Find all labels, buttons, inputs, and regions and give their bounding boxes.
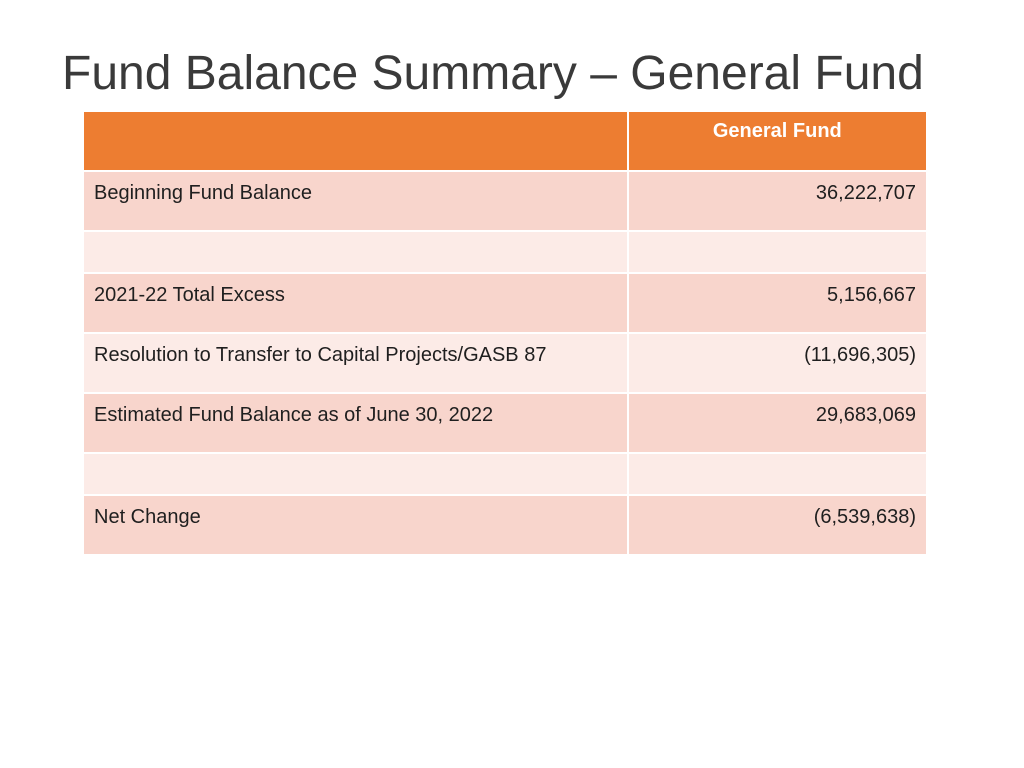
row-label: 2021-22 Total Excess bbox=[82, 272, 629, 334]
table-row: Beginning Fund Balance 36,222,707 bbox=[82, 170, 929, 232]
header-general-fund: General Fund bbox=[626, 110, 929, 172]
row-label: Resolution to Transfer to Capital Projec… bbox=[82, 332, 629, 394]
row-value bbox=[626, 452, 929, 496]
row-value: 5,156,667 bbox=[626, 272, 929, 334]
table-row: Estimated Fund Balance as of June 30, 20… bbox=[82, 392, 929, 454]
slide-title: Fund Balance Summary – General Fund bbox=[62, 47, 924, 100]
fund-balance-table: General Fund Beginning Fund Balance 36,2… bbox=[82, 110, 929, 556]
table-row bbox=[82, 452, 929, 496]
row-label: Net Change bbox=[82, 494, 629, 556]
table-row: Net Change (6,539,638) bbox=[82, 494, 929, 556]
table-row bbox=[82, 230, 929, 274]
table-row: Resolution to Transfer to Capital Projec… bbox=[82, 332, 929, 394]
row-value: 29,683,069 bbox=[626, 392, 929, 454]
row-label bbox=[82, 230, 629, 274]
row-value bbox=[626, 230, 929, 274]
table-header-row: General Fund bbox=[82, 110, 929, 172]
row-label: Estimated Fund Balance as of June 30, 20… bbox=[82, 392, 629, 454]
row-label: Beginning Fund Balance bbox=[82, 170, 629, 232]
header-label-cell bbox=[82, 110, 629, 172]
row-value: (11,696,305) bbox=[626, 332, 929, 394]
row-value: (6,539,638) bbox=[626, 494, 929, 556]
table-row: 2021-22 Total Excess 5,156,667 bbox=[82, 272, 929, 334]
row-label bbox=[82, 452, 629, 496]
row-value: 36,222,707 bbox=[626, 170, 929, 232]
